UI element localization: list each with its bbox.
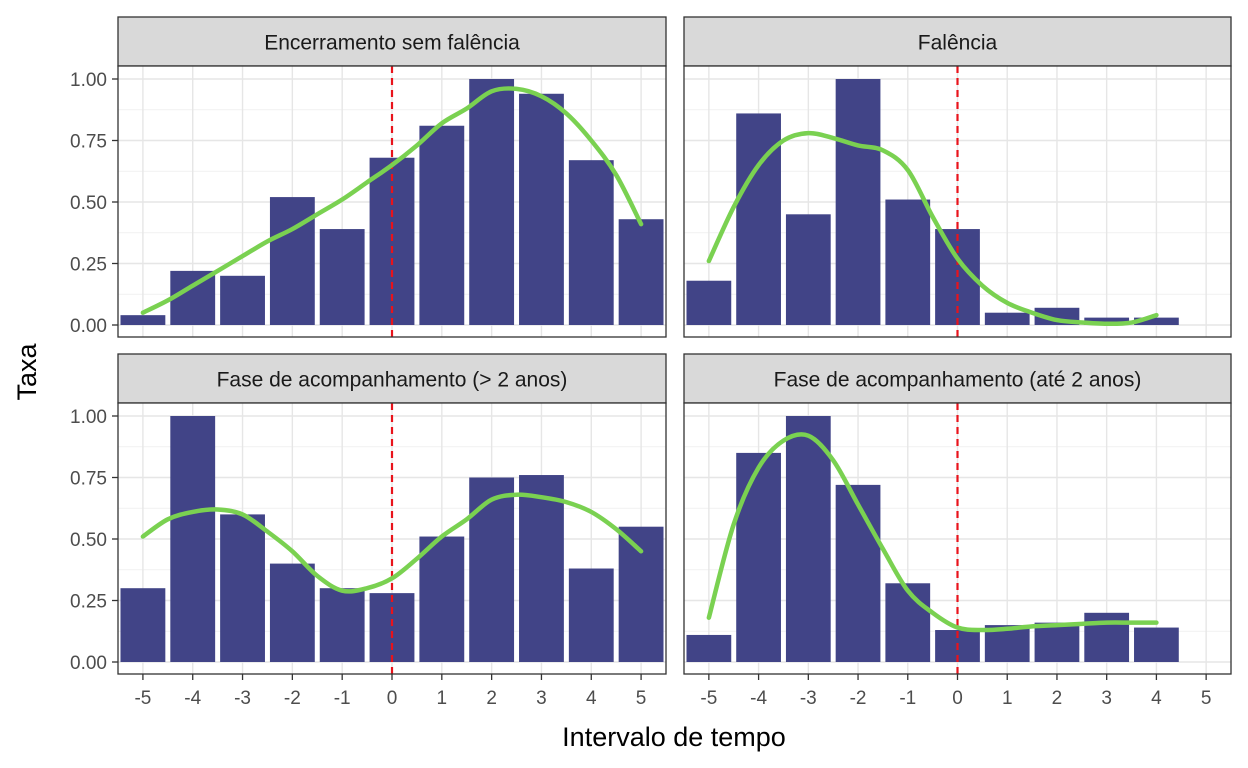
x-tick-label: -4	[184, 688, 201, 709]
x-tick-label: 1	[437, 688, 448, 709]
bar	[170, 270, 216, 325]
y-tick-label: 0.25	[70, 592, 107, 613]
x-axis-title: Intervalo de tempo	[562, 722, 786, 752]
facet-title: Fase de acompanhamento (> 2 anos)	[217, 369, 568, 392]
facet-strip	[683, 353, 1232, 404]
x-tick-label: 2	[486, 688, 497, 709]
y-tick-label: 0.00	[70, 316, 107, 337]
smooth-curve	[706, 432, 1159, 633]
y-axis-title: Taxa	[12, 343, 42, 401]
bar	[269, 197, 315, 325]
x-tick-label: 5	[1201, 688, 1212, 709]
x-tick-label: -5	[134, 688, 151, 709]
x-tick-label: 3	[1101, 688, 1112, 709]
x-tick-label: -2	[284, 688, 301, 709]
facet-panel: Fase de acompanhamento (até 2 anos) -5 -4 -…	[683, 353, 1232, 709]
bar	[686, 280, 732, 325]
bar	[1084, 317, 1130, 325]
panels-group: Encerramento sem falência 0.00 0.25 0.50 0.7…	[70, 16, 1232, 709]
bar	[469, 79, 515, 325]
bar	[618, 526, 664, 662]
panel-border	[683, 65, 1232, 338]
x-tick-label: -5	[700, 688, 717, 709]
bar	[419, 125, 465, 326]
x-tick-label: -1	[899, 688, 916, 709]
bar	[686, 634, 732, 662]
bar	[419, 536, 465, 662]
bar	[1034, 622, 1080, 662]
smooth-curve	[706, 130, 1159, 327]
smooth-curve	[140, 492, 644, 594]
facet-strip	[117, 353, 667, 404]
bar	[885, 199, 931, 325]
x-tick-label: 1	[1002, 688, 1013, 709]
x-tick-label: -3	[800, 688, 817, 709]
x-tick-label: 4	[1151, 688, 1162, 709]
bar	[568, 160, 614, 325]
y-tick-label: 1.00	[70, 70, 107, 91]
bar	[519, 93, 564, 325]
x-tick-label: 3	[536, 688, 547, 709]
x-tick-label: -3	[234, 688, 251, 709]
bar	[618, 219, 664, 325]
x-tick-label: 4	[586, 688, 597, 709]
x-tick-label: 2	[1052, 688, 1063, 709]
bar	[984, 312, 1030, 325]
bar	[319, 229, 365, 325]
y-tick-label: 1.00	[70, 407, 107, 428]
x-tick-label: 0	[387, 688, 398, 709]
bar	[369, 593, 415, 662]
facet-panel: Fase de acompanhamento (> 2 anos) 0.00 0.2…	[70, 353, 667, 709]
bar	[220, 275, 265, 325]
bar	[170, 416, 216, 662]
y-tick-label: 0.00	[70, 653, 107, 674]
x-tick-label: -1	[334, 688, 351, 709]
bar	[568, 568, 614, 662]
bar	[885, 583, 931, 662]
x-tick-label: 0	[952, 688, 963, 709]
x-tick-label: -2	[850, 688, 867, 709]
bar	[736, 452, 781, 662]
bar	[469, 477, 515, 662]
bar	[785, 416, 831, 662]
bar	[319, 588, 365, 662]
facet-panel: Falência	[683, 16, 1232, 338]
y-tick-label: 0.25	[70, 255, 107, 276]
bar	[835, 484, 881, 662]
facet-strip	[683, 16, 1232, 67]
facet-title: Fase de acompanhamento (até 2 anos)	[774, 369, 1142, 392]
x-tick-label: 5	[636, 688, 647, 709]
x-tick-label: -4	[750, 688, 767, 709]
facet-title: Encerramento sem falência	[264, 32, 520, 55]
bar	[835, 79, 881, 325]
facet-title: Falência	[918, 32, 998, 55]
y-tick-label: 0.50	[70, 193, 107, 214]
bar	[519, 475, 564, 662]
y-tick-label: 0.50	[70, 530, 107, 551]
bar	[1134, 317, 1179, 325]
bar	[220, 514, 265, 662]
bar	[269, 563, 315, 662]
bar	[1134, 627, 1179, 662]
bar	[120, 315, 166, 325]
bar	[1084, 612, 1130, 662]
y-tick-label: 0.75	[70, 132, 107, 153]
bar	[785, 214, 831, 325]
facet-strip	[117, 16, 667, 67]
smooth-curve	[140, 86, 644, 315]
y-tick-label: 0.75	[70, 469, 107, 490]
facet-panel: Encerramento sem falência 0.00 0.25 0.50 0.7…	[70, 16, 667, 338]
bar	[120, 588, 166, 662]
